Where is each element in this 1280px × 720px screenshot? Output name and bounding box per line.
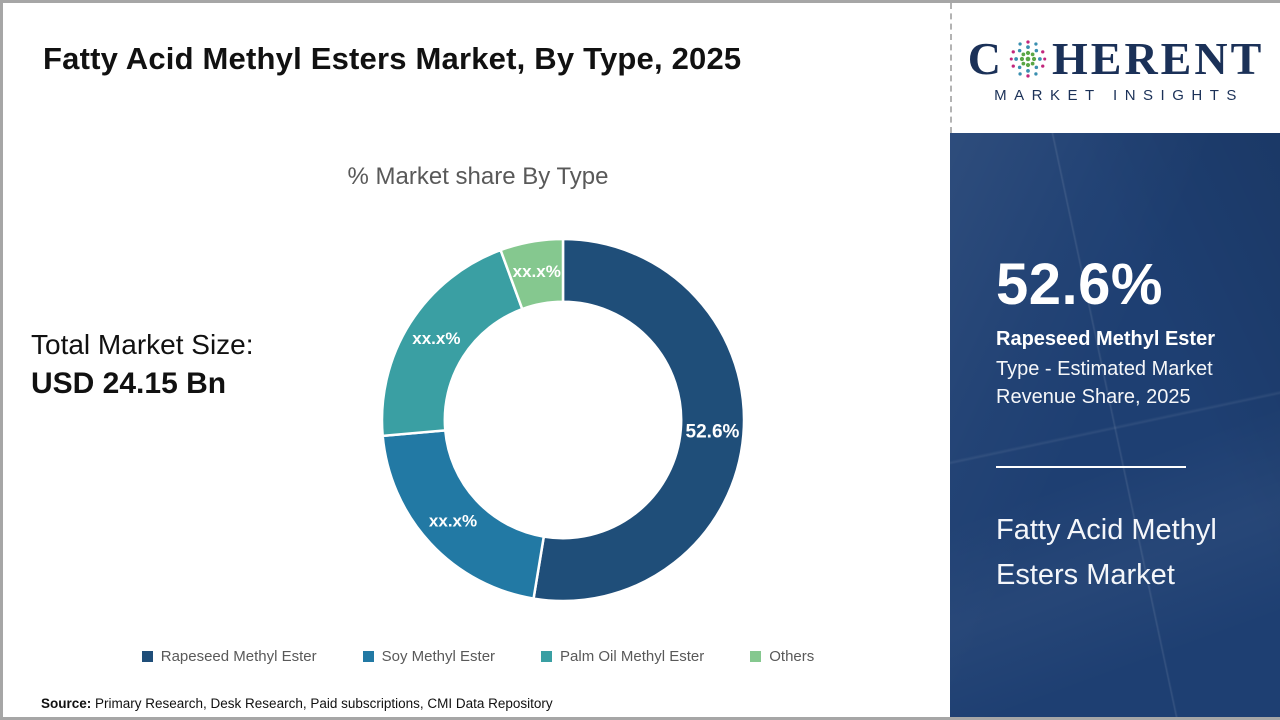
brand-logo: C <box>968 32 1265 85</box>
donut-slice-label-0: 52.6% <box>686 421 740 442</box>
stat-label-rest: Type - Estimated Market Revenue Share, 2… <box>996 358 1213 409</box>
total-market-size-value: USD 24.15 Bn <box>31 367 227 400</box>
divider-line <box>996 465 1186 468</box>
logo-word-start: C <box>967 33 1004 84</box>
legend-swatch-icon <box>362 651 374 662</box>
donut-slice-label-3: xx.x% <box>513 262 561 281</box>
source-line: Source: Primary Research, Desk Research,… <box>41 696 553 711</box>
sidebar-panel: 52.6% Rapeseed Methyl Ester Type - Estim… <box>950 133 1280 717</box>
globe-dots-icon <box>1009 39 1047 78</box>
page-title: Fatty Acid Methyl Esters Market, By Type… <box>43 41 742 76</box>
source-label: Source: <box>41 696 92 711</box>
source-text: Primary Research, Desk Research, Paid su… <box>91 696 553 711</box>
donut-slice-3[interactable] <box>499 237 565 311</box>
sidebar: C <box>950 3 1280 717</box>
logo-word-end: HERENT <box>1051 33 1265 84</box>
donut-slice-0[interactable] <box>532 237 746 603</box>
donut-slice-label-2: xx.x% <box>412 329 460 348</box>
donut-slice-label-1: xx.x% <box>429 511 477 530</box>
logo-area: C <box>950 3 1280 133</box>
legend-swatch-icon <box>141 651 153 662</box>
legend-item-3[interactable]: Others <box>750 648 814 665</box>
legend-label: Palm Oil Methyl Ester <box>560 648 705 665</box>
legend-swatch-icon <box>541 651 553 662</box>
stat-value: 52.6% <box>996 252 1163 317</box>
legend-label: Soy Methyl Ester <box>381 648 496 665</box>
total-market-size-label: Total Market Size: <box>31 329 254 360</box>
legend-swatch-icon <box>750 651 762 662</box>
legend-item-1[interactable]: Soy Methyl Ester <box>362 648 496 665</box>
chart-legend: Rapeseed Methyl Ester Soy Methyl Ester Pal… <box>3 648 953 665</box>
sidebar-market-title: Fatty Acid Methyl Esters Market <box>996 513 1217 591</box>
legend-item-0[interactable]: Rapeseed Methyl Ester <box>141 648 317 665</box>
legend-label: Rapeseed Methyl Ester <box>160 648 317 665</box>
donut-chart: 52.6% xx.x% xx.x% xx.x% <box>380 237 746 603</box>
stat-label-bold: Rapeseed Methyl Ester <box>996 328 1215 350</box>
legend-label: Others <box>769 648 815 665</box>
total-market-size: Total Market Size: USD 24.15 Bn <box>31 329 254 401</box>
legend-item-2[interactable]: Palm Oil Methyl Ester <box>541 648 704 665</box>
logo-subtitle: MARKET INSIGHTS <box>994 87 1244 104</box>
chart-title: % Market share By Type <box>347 163 609 190</box>
